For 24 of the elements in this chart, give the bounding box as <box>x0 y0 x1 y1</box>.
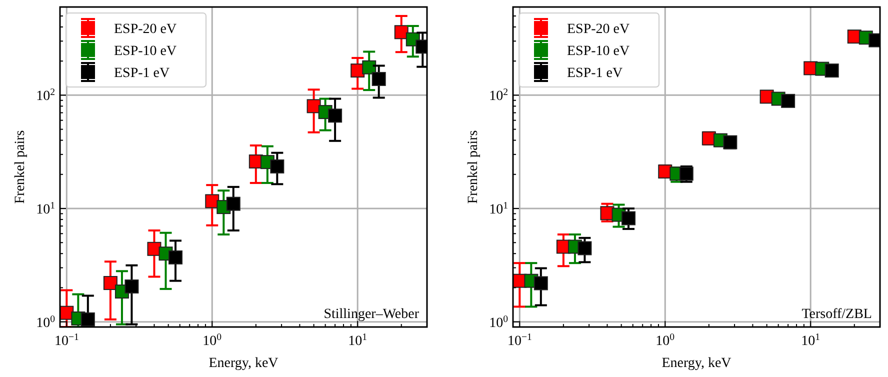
y-axis-title: Frenkel pairs <box>466 130 481 204</box>
legend-label: ESP-1 eV <box>114 66 170 81</box>
x-tick-label: 10$^{−1}$ <box>507 332 532 349</box>
y-tick-label: 10$^{1}$ <box>489 200 508 218</box>
y-tick-label: 10$^{2}$ <box>36 86 56 104</box>
y-tick-label: 10$^{1}$ <box>36 200 56 218</box>
y-tick-label: 10$^{2}$ <box>489 86 508 104</box>
y-tick-label: 10$^{0}$ <box>36 313 56 331</box>
x-tick-label: 10$^{0}$ <box>202 332 222 349</box>
x-tick-label: 10$^{1}$ <box>348 332 368 349</box>
x-tick-label: 10$^{1}$ <box>801 332 820 349</box>
legend-label: ESP-10 eV <box>114 44 177 59</box>
annotation: Tersoff/ZBL <box>802 307 872 322</box>
legend-label: ESP-1 eV <box>567 66 623 81</box>
y-tick-label: 10$^{0}$ <box>489 313 508 331</box>
x-tick-label: 10$^{−1}$ <box>54 332 79 349</box>
x-axis-title: Energy, keV <box>662 356 732 371</box>
legend-label: ESP-20 eV <box>114 22 177 37</box>
x-axis-title: Energy, keV <box>208 356 278 371</box>
y-axis-title: Frenkel pairs <box>13 130 28 204</box>
x-tick-label: 10$^{0}$ <box>656 332 675 349</box>
annotation: Stillinger–Weber <box>324 307 420 322</box>
legend-label: ESP-10 eV <box>567 44 630 59</box>
legend-label: ESP-20 eV <box>567 22 630 37</box>
